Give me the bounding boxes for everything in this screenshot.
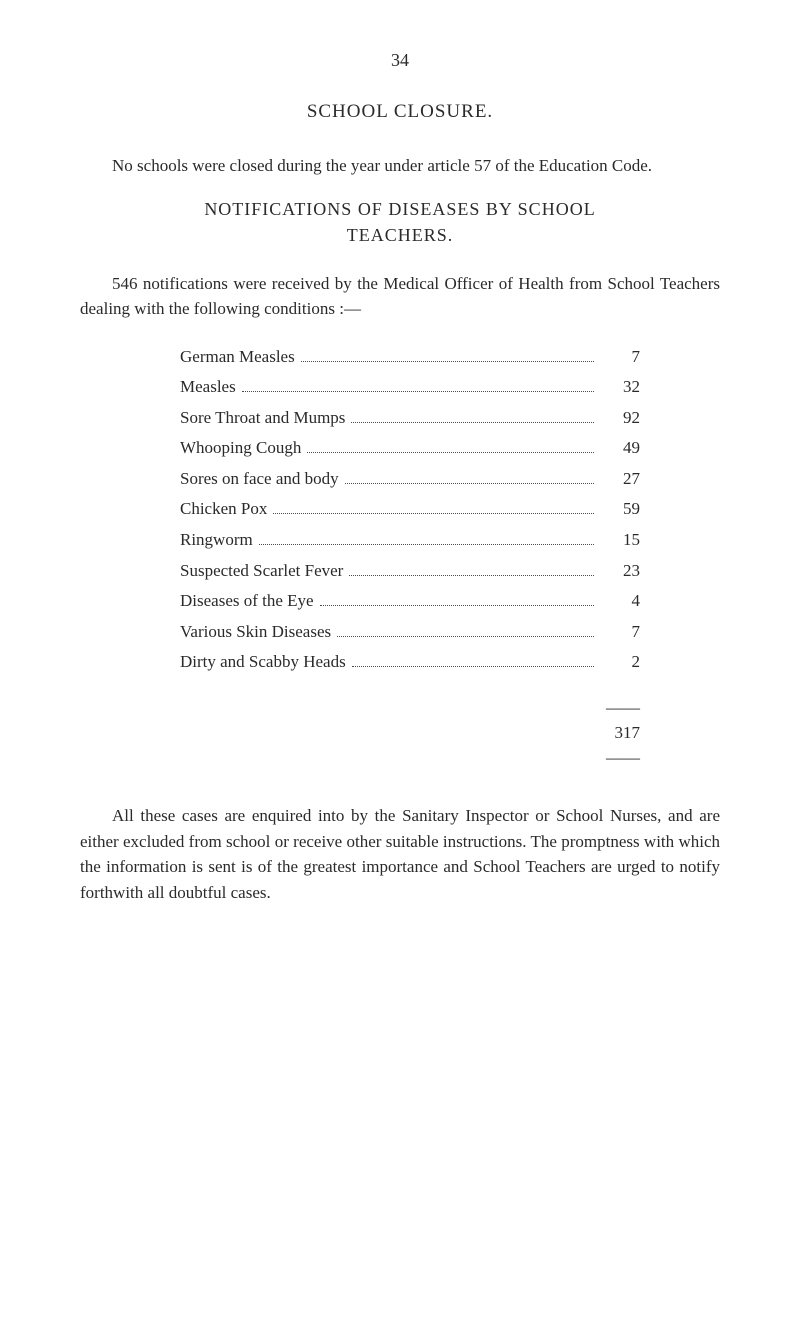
dotted-leader (349, 575, 594, 576)
disease-list: German Measles7Measles32Sore Throat and … (180, 342, 640, 679)
list-item: Sore Throat and Mumps 92 (180, 403, 640, 434)
list-item-value: 92 (600, 403, 640, 434)
list-item: Suspected Scarlet Fever 23 (180, 556, 640, 587)
list-item-value: 32 (600, 372, 640, 403)
list-item-value: 2 (600, 647, 640, 678)
list-item: Chicken Pox 59 (180, 494, 640, 525)
list-item-value: 7 (600, 342, 640, 373)
notifications-paragraph: 546 notifications were received by the M… (80, 271, 720, 322)
list-item-label: Suspected Scarlet Fever (180, 556, 343, 587)
list-item: Sores on face and body 27 (180, 464, 640, 495)
intro-paragraph: No schools were closed during the year u… (80, 153, 720, 179)
list-item-value: 7 (600, 617, 640, 648)
list-item: Ringworm 15 (180, 525, 640, 556)
final-paragraph: All these cases are enquired into by the… (80, 803, 720, 905)
list-item-label: Measles (180, 372, 236, 403)
list-item-label: Ringworm (180, 525, 253, 556)
list-item-label: Diseases of the Eye (180, 586, 314, 617)
section-title: SCHOOL CLOSURE. (80, 101, 720, 123)
list-item-label: Sores on face and body (180, 464, 339, 495)
list-item-value: 23 (600, 556, 640, 587)
dotted-leader (352, 666, 594, 667)
dotted-leader (345, 483, 594, 484)
list-item-label: Sore Throat and Mumps (180, 403, 345, 434)
list-item-label: German Measles (180, 342, 295, 373)
list-item-value: 15 (600, 525, 640, 556)
dotted-leader (320, 605, 594, 606)
list-item-value: 4 (600, 586, 640, 617)
total-value: 317 (80, 723, 640, 743)
dotted-leader (242, 391, 594, 392)
dotted-leader (259, 544, 594, 545)
dotted-leader (307, 452, 594, 453)
total-dash-top: —— (80, 698, 640, 718)
dotted-leader (337, 636, 594, 637)
page-number: 34 (80, 50, 720, 71)
dotted-leader (351, 422, 594, 423)
total-dash-bottom: —— (80, 748, 640, 768)
list-item: Dirty and Scabby Heads 2 (180, 647, 640, 678)
list-item: Whooping Cough 49 (180, 433, 640, 464)
list-item-value: 49 (600, 433, 640, 464)
dotted-leader (301, 361, 594, 362)
list-item: Measles 32 (180, 372, 640, 403)
list-item: Various Skin Diseases 7 (180, 617, 640, 648)
dotted-leader (273, 513, 594, 514)
list-item-value: 27 (600, 464, 640, 495)
sub-title-line2: TEACHERS. (80, 225, 720, 246)
list-item: Diseases of the Eye 4 (180, 586, 640, 617)
sub-title-line1: NOTIFICATIONS OF DISEASES BY SCHOOL (80, 199, 720, 220)
list-item-label: Various Skin Diseases (180, 617, 331, 648)
list-item-value: 59 (600, 494, 640, 525)
list-item: German Measles 7 (180, 342, 640, 373)
list-item-label: Chicken Pox (180, 494, 267, 525)
list-item-label: Dirty and Scabby Heads (180, 647, 346, 678)
list-item-label: Whooping Cough (180, 433, 301, 464)
